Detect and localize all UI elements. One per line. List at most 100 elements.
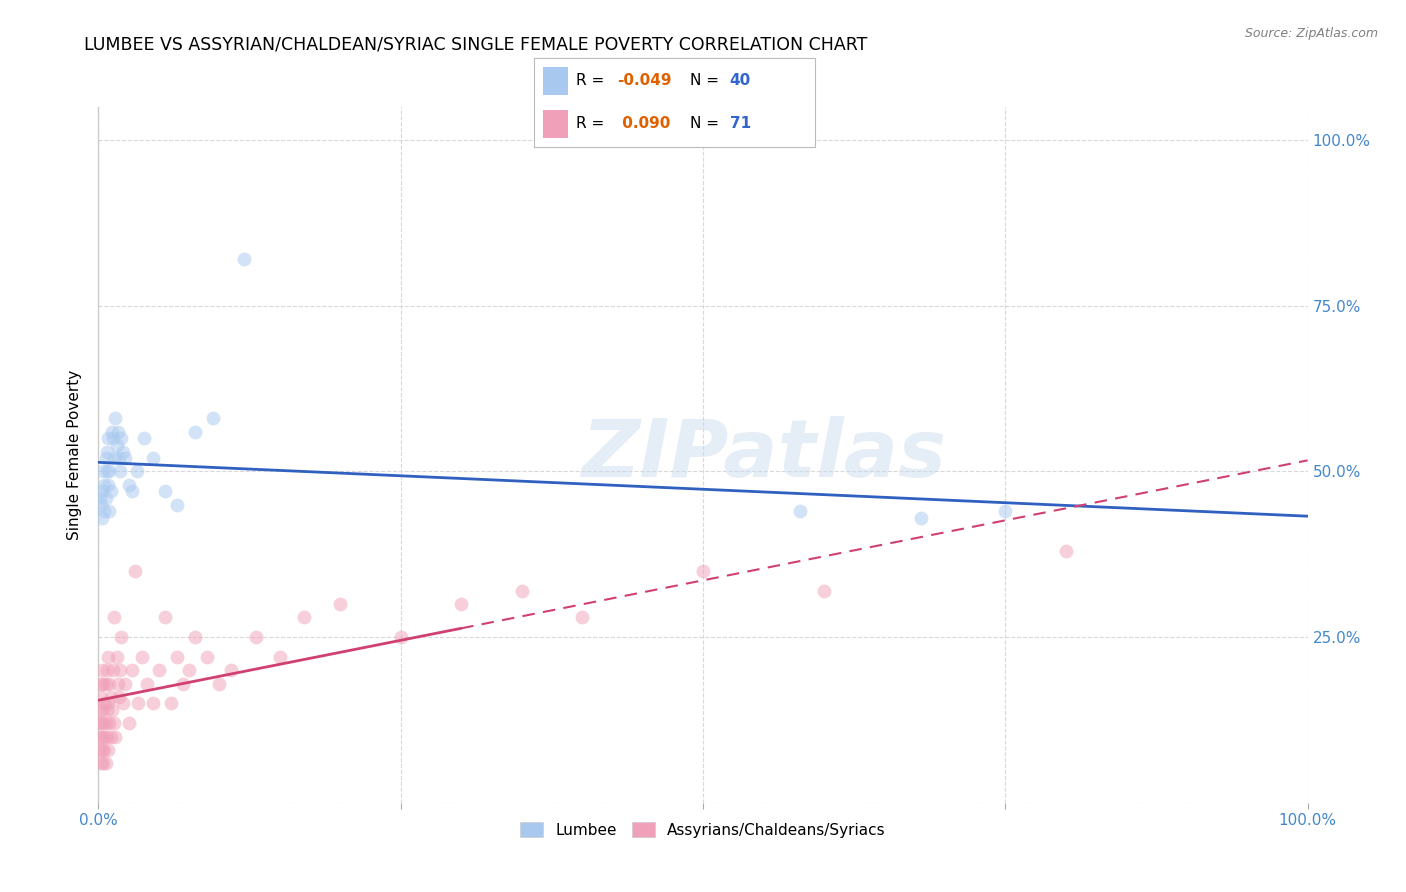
Point [97, 650, 120, 665]
Point [107, 425, 129, 439]
Point [89, 491, 111, 505]
Point [104, 411, 127, 425]
Point [127, 465, 149, 479]
Point [142, 697, 165, 711]
Point [127, 697, 149, 711]
Point [245, 630, 267, 644]
Point [93, 697, 115, 711]
Point [232, 252, 254, 267]
Point [135, 676, 157, 690]
Point [97, 697, 120, 711]
Point [208, 676, 231, 690]
Point [90, 690, 112, 704]
Point [108, 663, 131, 677]
Point [118, 716, 141, 731]
Point [103, 610, 125, 624]
Text: N =: N = [690, 73, 724, 88]
Text: ZIPatlas: ZIPatlas [581, 416, 946, 494]
Point [91, 756, 114, 770]
Point [110, 431, 132, 445]
Point [97, 431, 120, 445]
Point [108, 690, 131, 704]
Point [105, 650, 128, 665]
Point [160, 697, 183, 711]
Point [96, 444, 118, 458]
Point [98, 676, 121, 690]
Point [97, 743, 120, 757]
Point [100, 484, 122, 499]
Point [118, 477, 141, 491]
Point [96, 465, 118, 479]
Point [110, 630, 132, 644]
Point [994, 504, 1017, 518]
Point [91, 743, 114, 757]
Point [96, 703, 118, 717]
Point [93, 743, 115, 757]
Point [93, 504, 115, 518]
Point [94, 491, 117, 505]
Point [111, 444, 134, 458]
Point [813, 583, 835, 598]
Point [910, 511, 932, 525]
Text: R =: R = [576, 116, 610, 131]
Text: 40: 40 [730, 73, 751, 88]
Point [202, 411, 225, 425]
Y-axis label: Single Female Poverty: Single Female Poverty [67, 370, 83, 540]
Point [96, 663, 118, 677]
Point [91, 676, 114, 690]
Point [91, 703, 114, 717]
Point [103, 451, 125, 466]
Point [90, 756, 112, 770]
Point [148, 663, 170, 677]
Point [89, 743, 111, 757]
Point [98, 504, 121, 518]
Point [100, 730, 122, 744]
Point [90, 676, 112, 690]
Point [134, 431, 156, 445]
Point [94, 451, 117, 466]
Point [101, 663, 124, 677]
Point [93, 730, 115, 744]
Point [1054, 544, 1077, 558]
Point [172, 676, 194, 690]
Point [121, 484, 143, 499]
Point [789, 504, 811, 518]
Point [91, 663, 114, 677]
Point [692, 564, 714, 578]
Point [90, 716, 112, 731]
Point [131, 650, 153, 665]
Point [329, 597, 352, 611]
Point [91, 716, 114, 731]
Point [91, 730, 114, 744]
Text: N =: N = [690, 116, 724, 131]
Point [94, 716, 117, 731]
Point [107, 676, 129, 690]
Point [90, 498, 112, 512]
Point [91, 511, 114, 525]
Point [510, 583, 533, 598]
Point [105, 438, 128, 452]
Point [114, 451, 136, 466]
Point [100, 690, 122, 704]
Point [94, 756, 117, 770]
Text: R =: R = [576, 73, 610, 88]
Point [221, 663, 243, 677]
Point [108, 451, 131, 466]
Point [104, 730, 127, 744]
Point [100, 425, 122, 439]
Point [97, 477, 120, 491]
Point [166, 498, 188, 512]
Point [89, 703, 111, 717]
Point [269, 650, 291, 665]
Point [93, 477, 115, 491]
Text: -0.049: -0.049 [617, 73, 672, 88]
Point [184, 425, 207, 439]
Text: 71: 71 [730, 116, 751, 131]
Point [94, 676, 117, 690]
Point [450, 597, 472, 611]
Point [571, 610, 593, 624]
Point [292, 610, 315, 624]
Point [184, 630, 207, 644]
Point [108, 465, 131, 479]
Point [114, 676, 136, 690]
